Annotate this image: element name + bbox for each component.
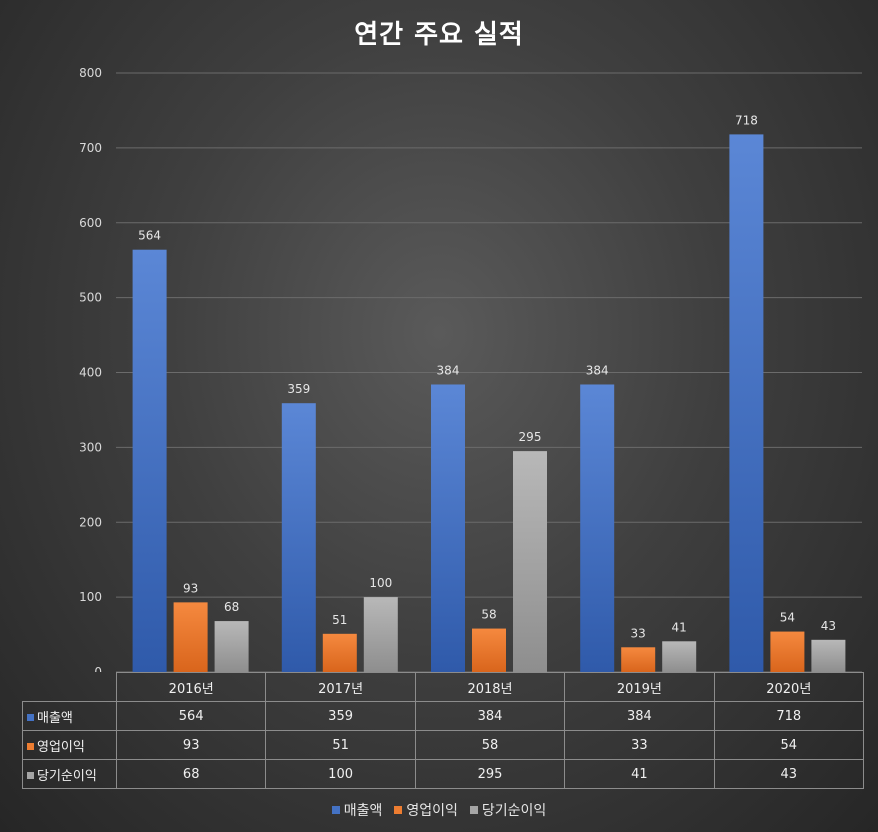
table-series-header: 당기순이익 — [22, 759, 117, 789]
table-cell: 33 — [564, 730, 715, 760]
data-label: 718 — [735, 113, 758, 127]
table-cell: 295 — [414, 759, 566, 789]
legend-swatch — [331, 806, 340, 814]
table-cell: 93 — [115, 730, 267, 760]
table-cell: 100 — [265, 759, 416, 789]
series-swatch — [27, 742, 34, 750]
table-cell: 384 — [414, 701, 566, 731]
table-row: 영업이익 93 51 58 33 54 — [22, 730, 864, 760]
data-label: 41 — [672, 620, 687, 634]
bar-영업이익-2020년 — [770, 631, 805, 672]
data-label: 58 — [481, 608, 496, 622]
table-cell: 58 — [414, 730, 566, 760]
table-cell: 68 — [115, 759, 267, 789]
table-cell: 43 — [713, 759, 864, 789]
series-name: 당기순이익 — [37, 768, 97, 784]
table-corner — [22, 672, 117, 702]
y-tick-label: 100 — [79, 590, 102, 604]
bar-당기순이익-2016년 — [214, 621, 249, 672]
bar-당기순이익-2020년 — [811, 639, 846, 672]
table-category-header: 2019년 — [564, 672, 715, 702]
data-label: 564 — [138, 229, 161, 243]
bar-영업이익-2019년 — [621, 647, 656, 672]
y-tick-label: 600 — [79, 216, 102, 230]
data-label: 33 — [631, 626, 646, 640]
bar-매출액-2016년 — [132, 249, 167, 672]
data-label: 54 — [780, 611, 795, 625]
table-series-header: 영업이익 — [22, 730, 117, 760]
series-swatch — [27, 713, 34, 721]
legend-item: 당기순이익 — [469, 800, 547, 820]
legend-swatch — [394, 806, 403, 814]
table-category-header: 2018년 — [414, 672, 566, 702]
y-tick-label: 200 — [79, 515, 102, 529]
table-cell: 564 — [115, 701, 267, 731]
data-label: 100 — [369, 576, 392, 590]
legend-item: 매출액 — [331, 800, 383, 820]
bar-영업이익-2016년 — [173, 602, 208, 672]
y-tick-label: 700 — [79, 141, 102, 155]
y-tick-label: 500 — [79, 291, 102, 305]
data-table: 2016년 2017년 2018년 2019년 2020년 매출액 564 359 384 384… — [22, 672, 864, 789]
data-label: 359 — [287, 382, 310, 396]
bar-당기순이익-2019년 — [662, 641, 697, 672]
series-swatch — [27, 771, 34, 779]
table-cell: 718 — [713, 701, 864, 731]
table-cell: 51 — [265, 730, 416, 760]
legend-swatch — [469, 806, 478, 814]
bar-매출액-2019년 — [580, 384, 615, 672]
table-category-header: 2020년 — [713, 672, 864, 702]
bar-영업이익-2017년 — [322, 633, 357, 672]
data-label: 93 — [183, 581, 198, 595]
y-tick-label: 400 — [79, 366, 102, 380]
data-label: 384 — [586, 363, 609, 377]
table-row: 매출액 564 359 384 384 718 — [22, 701, 864, 731]
legend-label: 영업이익 — [406, 803, 458, 819]
bar-매출액-2017년 — [281, 403, 316, 672]
table-cell: 384 — [564, 701, 715, 731]
table-row: 당기순이익 68 100 295 41 43 — [22, 759, 864, 789]
bar-chart: 0 100 200 300 400 500 600 700 800 564 93 68 359 51 10… — [79, 66, 862, 672]
table-cell: 359 — [265, 701, 416, 731]
series-name: 매출액 — [37, 710, 73, 726]
table-category-header: 2017년 — [265, 672, 416, 702]
legend: 매출액 영업이익 당기순이익 — [0, 800, 878, 820]
table-series-header: 매출액 — [22, 701, 117, 731]
data-label: 51 — [332, 613, 347, 627]
data-label: 68 — [224, 600, 239, 614]
bar-당기순이익-2018년 — [513, 451, 547, 672]
table-cell: 41 — [564, 759, 715, 789]
data-label: 295 — [519, 430, 542, 444]
legend-label: 당기순이익 — [481, 803, 547, 819]
legend-label: 매출액 — [343, 803, 383, 819]
y-tick-label: 300 — [79, 440, 102, 454]
table-category-header: 2016년 — [115, 672, 267, 702]
bar-매출액-2020년 — [729, 134, 764, 672]
data-label: 43 — [821, 619, 836, 633]
bar-매출액-2018년 — [431, 384, 465, 672]
table-cell: 54 — [713, 730, 864, 760]
bar-당기순이익-2017년 — [363, 597, 398, 672]
legend-item: 영업이익 — [394, 800, 458, 820]
chart-title: 연간 주요 실적 — [354, 20, 524, 50]
series-name: 영업이익 — [37, 739, 85, 755]
bar-영업이익-2018년 — [472, 628, 506, 672]
y-tick-label: 800 — [79, 66, 102, 80]
data-label: 384 — [437, 363, 460, 377]
y-tick-label: 0 — [94, 665, 102, 672]
